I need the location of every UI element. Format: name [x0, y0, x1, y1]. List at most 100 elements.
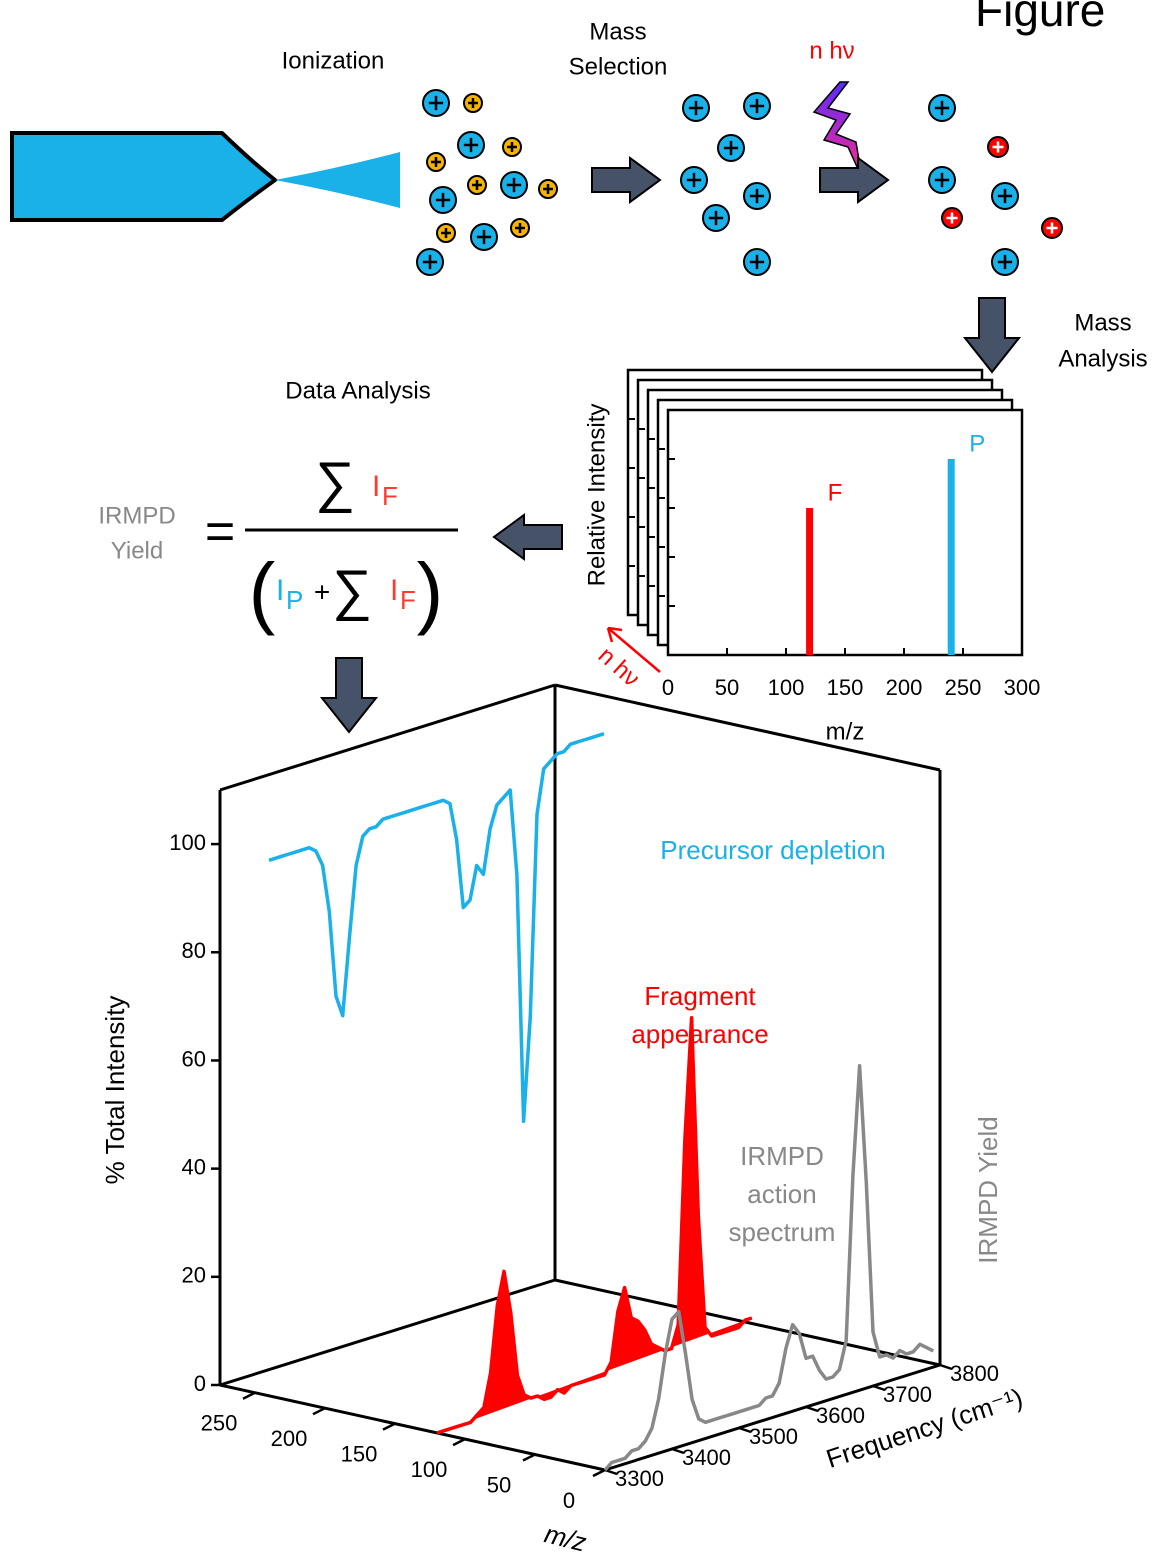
series-label: action — [747, 1179, 816, 1209]
process-arrow — [319, 657, 379, 734]
mz-tick-label: 250 — [201, 1411, 238, 1436]
ion-charge — [428, 95, 444, 111]
x-tick-label: 0 — [662, 675, 674, 700]
spray — [275, 152, 400, 208]
mz-axis-label: m/z — [542, 1518, 590, 1555]
z-tick-label: 100 — [169, 830, 206, 855]
axis-frame — [554, 1278, 941, 1367]
ion-charge — [992, 141, 1004, 153]
mz-tick-label: 100 — [411, 1457, 448, 1482]
ion-charge — [708, 210, 724, 226]
x-tick-label: 200 — [886, 675, 923, 700]
axis-frame — [219, 683, 556, 792]
x-axis-label: m/z — [826, 718, 865, 745]
mz-tick-label: 150 — [341, 1441, 378, 1466]
mz-tick — [382, 1422, 396, 1431]
trace — [436, 1015, 753, 1435]
x-tick-label: 150 — [827, 675, 864, 700]
photon-bolt — [812, 81, 863, 179]
y-axis-label: Relative Intensity — [583, 404, 610, 587]
formula-subscript: P — [286, 585, 303, 615]
process-arrow — [492, 513, 563, 561]
formula-sum: ∑ — [332, 558, 372, 621]
step-label: Ionization — [282, 47, 385, 74]
figure-title: Figure — [975, 0, 1105, 36]
ion-charge — [997, 254, 1013, 270]
ion-charge — [422, 254, 438, 270]
ion-charge — [507, 142, 517, 152]
z-axis-label: % Total Intensity — [100, 996, 130, 1185]
formula-symbol: I — [372, 470, 380, 503]
series-label: Precursor depletion — [660, 835, 885, 865]
formula-subscript: F — [400, 585, 416, 615]
peak-bar — [947, 459, 955, 655]
ion-charge — [688, 100, 704, 116]
x-tick-label: 250 — [945, 675, 982, 700]
z-tick-label: 80 — [182, 938, 206, 963]
step-label: Data Analysis — [285, 377, 430, 404]
photon-label: n hν — [593, 642, 645, 692]
process-arrow — [962, 297, 1022, 374]
x-tick-label: 300 — [1004, 675, 1041, 700]
step-label: Mass — [589, 18, 646, 45]
formula-sum: ∑ — [315, 450, 355, 513]
step-label: Mass — [1074, 309, 1131, 336]
ion-charge — [543, 184, 553, 194]
series-label: appearance — [631, 1019, 768, 1049]
x-tick-label: 100 — [768, 675, 805, 700]
series-label: Fragment — [644, 981, 756, 1011]
freq-tick — [872, 1384, 886, 1392]
mz-tick — [522, 1453, 536, 1462]
spectrum-frame — [666, 408, 1024, 657]
mz-tick — [312, 1407, 326, 1416]
formula-symbol: I — [390, 574, 398, 607]
ion-charge — [1046, 222, 1058, 234]
z-tick-label: 40 — [182, 1154, 206, 1179]
freq-tick-label: 3700 — [883, 1382, 932, 1407]
mz-tick-label: 50 — [487, 1472, 511, 1497]
axis-frame — [554, 683, 941, 772]
mz-tick — [452, 1437, 466, 1447]
trace — [268, 732, 605, 1124]
formula-lhs: IRMPD — [98, 502, 175, 529]
series-label: IRMPD — [740, 1141, 824, 1171]
photon-arrow — [606, 626, 661, 673]
freq-tick — [805, 1405, 819, 1413]
ion-charge — [463, 137, 479, 153]
ion-charge — [472, 180, 482, 190]
mz-tick — [242, 1391, 256, 1400]
freq-tick — [738, 1426, 752, 1434]
formula-paren: ( — [249, 547, 276, 636]
ion-charge — [686, 172, 702, 188]
photon-label: n hν — [809, 37, 854, 64]
ion-charge — [934, 172, 950, 188]
formula-symbol: I — [276, 574, 284, 607]
mz-tick-label: 0 — [563, 1488, 575, 1513]
emitter — [10, 131, 279, 222]
freq-tick-label: 3300 — [615, 1466, 664, 1491]
series-label: spectrum — [729, 1217, 836, 1247]
formula-equals: = — [205, 503, 235, 561]
ion-charge — [435, 192, 451, 208]
ion-charge — [431, 157, 441, 167]
trace — [603, 1063, 935, 1472]
ion-charge — [506, 177, 522, 193]
peak-bar — [806, 508, 814, 655]
formula-paren: ) — [417, 547, 444, 636]
freq-tick-label: 3800 — [950, 1361, 999, 1386]
z-tick-label: 0 — [194, 1371, 206, 1396]
ion-charge — [515, 223, 525, 233]
axis-frame — [604, 1363, 941, 1472]
ion-charge — [723, 140, 739, 156]
ion-charge — [946, 212, 958, 224]
ion-charge — [476, 229, 492, 245]
freq-tick-label: 3400 — [682, 1445, 731, 1470]
ion-charge — [441, 228, 451, 238]
step-label: Selection — [569, 53, 668, 80]
mz-tick — [592, 1468, 606, 1478]
freq-tick — [939, 1363, 953, 1371]
peak-label: F — [828, 479, 843, 506]
formula-lhs: Yield — [111, 537, 163, 564]
